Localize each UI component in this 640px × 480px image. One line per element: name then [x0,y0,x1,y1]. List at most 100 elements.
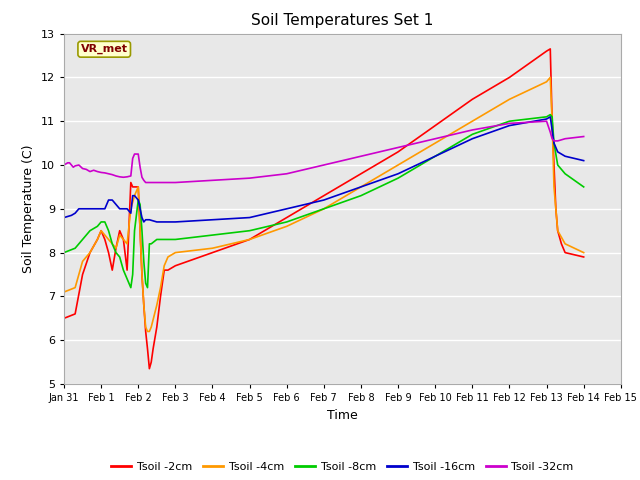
Tsoil -2cm [129,184,136,190]
Tsoil -32cm [101,170,109,176]
Tsoil -4cm [548,119,556,124]
Tsoil -4cm [136,228,144,234]
Tsoil -32cm [548,136,556,142]
Tsoil -32cm [138,174,146,180]
Tsoil -2cm [153,324,161,330]
Tsoil -8cm [79,237,86,242]
Tsoil -8cm [209,232,216,238]
Tsoil -16cm [116,206,124,212]
Tsoil -8cm [554,162,561,168]
Tsoil -32cm [83,167,90,172]
Tsoil -2cm [108,267,116,273]
Tsoil -16cm [105,197,113,203]
Tsoil -2cm [357,171,365,177]
Tsoil -32cm [120,174,127,180]
Tsoil -16cm [431,154,439,159]
Tsoil -8cm [136,202,144,207]
Tsoil -4cm [164,254,172,260]
Tsoil -8cm [580,184,588,190]
Tsoil -2cm [105,250,113,255]
Tsoil -32cm [66,160,74,166]
Tsoil -16cm [127,210,134,216]
Tsoil -16cm [506,123,513,129]
Tsoil -2cm [164,267,172,273]
Tsoil -2cm [93,237,101,242]
Tsoil -16cm [246,215,253,220]
Tsoil -32cm [116,174,124,180]
Tsoil -8cm [145,241,153,247]
Tsoil -2cm [561,250,569,255]
Tsoil -2cm [71,311,79,317]
Tsoil -16cm [543,116,550,122]
Tsoil -8cm [140,258,148,264]
Tsoil -2cm [172,263,179,269]
Tsoil -2cm [557,241,565,247]
Tsoil -8cm [547,112,554,118]
Tsoil -32cm [209,178,216,183]
Tsoil -32cm [543,119,550,124]
Tsoil -4cm [127,206,134,212]
Tsoil -16cm [136,206,144,212]
Tsoil -16cm [68,213,76,218]
Tsoil -32cm [60,162,68,168]
Tsoil -4cm [550,184,558,190]
Tsoil -8cm [153,237,161,242]
X-axis label: Time: Time [327,408,358,421]
Tsoil -8cm [108,241,116,247]
Tsoil -16cm [131,193,138,199]
Tsoil -2cm [431,123,439,129]
Tsoil -16cm [547,114,554,120]
Title: Soil Temperatures Set 1: Soil Temperatures Set 1 [252,13,433,28]
Tsoil -16cm [283,206,291,212]
Tsoil -32cm [468,127,476,133]
Tsoil -8cm [131,228,138,234]
Tsoil -8cm [112,250,120,255]
Tsoil -32cm [554,138,561,144]
Tsoil -8cm [86,228,94,234]
Tsoil -32cm [105,171,113,177]
Tsoil -32cm [172,180,179,185]
Tsoil -16cm [394,171,402,177]
Tsoil -32cm [93,168,101,174]
Tsoil -2cm [209,250,216,255]
Tsoil -16cm [172,219,179,225]
Tsoil -32cm [90,168,97,173]
Tsoil -2cm [86,250,94,255]
Text: VR_met: VR_met [81,44,128,54]
Tsoil -8cm [548,114,556,120]
Tsoil -16cm [142,217,150,223]
Tsoil -16cm [140,219,148,225]
Tsoil -8cm [147,241,155,247]
Tsoil -4cm [246,237,253,242]
Tsoil -32cm [550,138,558,144]
Tsoil -4cm [79,258,86,264]
Tsoil -4cm [209,245,216,251]
Tsoil -4cm [71,285,79,290]
Tsoil -16cm [129,193,136,199]
Tsoil -2cm [116,228,124,234]
Tsoil -8cm [127,285,134,290]
Tsoil -8cm [124,276,131,282]
Tsoil -16cm [71,210,79,216]
Tsoil -16cm [86,206,94,212]
Tsoil -4cm [172,250,179,255]
Tsoil -4cm [138,272,146,277]
Tsoil -2cm [131,184,138,190]
Tsoil -2cm [79,272,86,277]
Tsoil -8cm [143,285,151,290]
Tsoil -2cm [283,215,291,220]
Tsoil -2cm [147,359,155,365]
Line: Tsoil -2cm: Tsoil -2cm [64,49,584,369]
Tsoil -2cm [112,245,120,251]
Tsoil -16cm [561,154,569,159]
Tsoil -4cm [468,119,476,124]
Tsoil -32cm [124,174,131,180]
Line: Tsoil -32cm: Tsoil -32cm [64,121,584,182]
Tsoil -16cm [93,206,101,212]
Line: Tsoil -16cm: Tsoil -16cm [64,117,584,222]
Tsoil -4cm [394,162,402,168]
Tsoil -32cm [75,162,83,168]
Tsoil -4cm [116,232,124,238]
Tsoil -2cm [320,193,328,199]
Tsoil -16cm [320,197,328,203]
